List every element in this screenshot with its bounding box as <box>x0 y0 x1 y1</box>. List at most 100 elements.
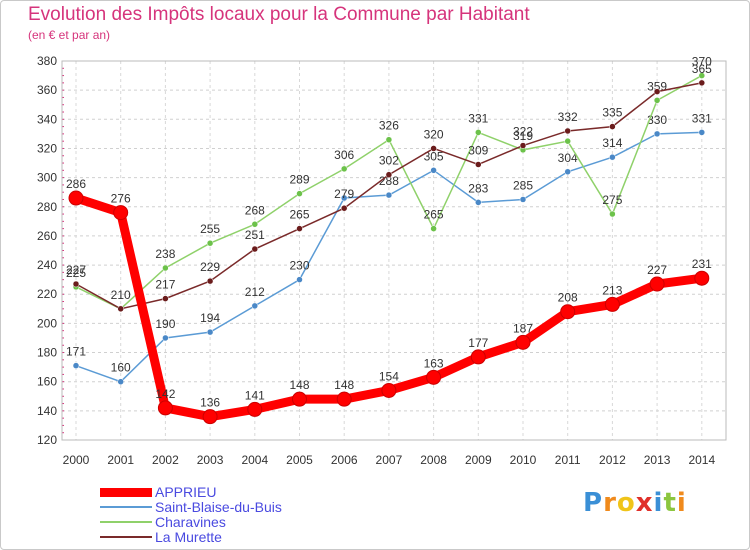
data-label-charavines: 326 <box>379 119 399 133</box>
data-label-apprieu: 187 <box>513 321 533 335</box>
data-point-la-murette <box>296 225 303 232</box>
data-label-la-murette: 217 <box>155 278 175 292</box>
logo-letter: i <box>653 488 664 518</box>
x-tick-label: 2010 <box>510 453 537 467</box>
data-point-apprieu <box>604 296 620 312</box>
data-label-charavines: 265 <box>424 208 444 222</box>
logo-letter: r <box>603 488 617 518</box>
data-point-charavines <box>340 165 348 173</box>
data-label-saint-blaise-du-buis: 330 <box>647 113 667 127</box>
data-point-saint-blaise-du-buis <box>251 302 259 310</box>
data-point-la-murette <box>206 277 214 285</box>
data-label-la-murette: 279 <box>334 187 354 201</box>
data-point-charavines <box>609 210 616 218</box>
data-label-la-murette: 210 <box>111 288 131 302</box>
logo-letter: t <box>663 488 677 518</box>
y-tick-label: 240 <box>37 258 57 272</box>
data-label-charavines: 306 <box>334 148 354 162</box>
data-label-saint-blaise-du-buis: 314 <box>602 136 622 150</box>
y-tick-label: 340 <box>37 112 57 126</box>
plot-border <box>61 60 727 441</box>
legend-label: Charavines <box>155 514 226 530</box>
data-label-la-murette: 302 <box>379 154 399 168</box>
legend-label: APPRIEU <box>155 484 217 500</box>
data-point-la-murette <box>72 280 80 288</box>
data-label-apprieu: 148 <box>334 378 354 392</box>
data-point-charavines <box>564 137 571 145</box>
data-point-apprieu <box>292 391 307 407</box>
data-label-la-murette: 227 <box>66 263 86 277</box>
data-point-saint-blaise-du-buis <box>519 196 527 203</box>
logo-letter: P <box>583 488 604 518</box>
data-label-la-murette: 332 <box>558 110 578 124</box>
data-label-saint-blaise-du-buis: 230 <box>289 259 309 273</box>
x-tick-label: 2000 <box>63 453 90 467</box>
data-point-la-murette <box>117 305 124 313</box>
y-tick-label: 280 <box>37 200 57 214</box>
data-point-apprieu <box>202 409 218 425</box>
data-label-apprieu: 141 <box>245 388 265 402</box>
data-label-apprieu: 213 <box>602 283 622 297</box>
data-label-charavines: 289 <box>289 173 309 187</box>
data-point-apprieu <box>68 190 84 206</box>
data-point-apprieu <box>113 205 129 221</box>
x-tick-label: 2007 <box>376 453 403 467</box>
data-point-charavines <box>430 225 437 232</box>
data-point-apprieu <box>470 349 486 365</box>
data-label-la-murette: 322 <box>513 125 533 139</box>
data-point-saint-blaise-du-buis <box>430 167 437 174</box>
data-label-apprieu: 276 <box>111 192 131 206</box>
y-tick-label: 360 <box>37 83 57 97</box>
legend-swatch-saint-blaise <box>100 506 152 508</box>
data-point-la-murette <box>475 161 482 168</box>
x-tick-label: 2011 <box>555 453 581 467</box>
data-point-saint-blaise-du-buis <box>72 362 80 369</box>
data-label-saint-blaise-du-buis: 305 <box>424 149 444 163</box>
data-label-charavines: 370 <box>692 55 712 69</box>
data-label-la-murette: 251 <box>245 228 265 242</box>
data-label-la-murette: 265 <box>289 208 309 222</box>
x-tick-label: 2002 <box>152 453 179 467</box>
y-tick-label: 180 <box>37 346 57 360</box>
data-point-charavines <box>653 97 661 104</box>
data-label-saint-blaise-du-buis: 285 <box>513 178 533 192</box>
data-label-saint-blaise-du-buis: 171 <box>66 345 86 359</box>
logo-letter: o <box>616 488 636 518</box>
data-point-saint-blaise-du-buis <box>609 153 616 161</box>
proxiti-logo: Proxiti <box>583 488 687 518</box>
data-label-apprieu: 154 <box>379 369 399 383</box>
data-point-apprieu <box>336 391 352 407</box>
legend-swatch-apprieu <box>100 488 152 497</box>
data-label-charavines: 268 <box>245 203 265 217</box>
y-tick-label: 120 <box>37 433 57 447</box>
x-tick-label: 2012 <box>599 453 626 467</box>
data-label-la-murette: 335 <box>602 106 622 120</box>
data-label-apprieu: 208 <box>558 291 578 305</box>
data-point-saint-blaise-du-buis <box>340 194 348 202</box>
data-point-saint-blaise-du-buis <box>564 168 571 176</box>
data-label-apprieu: 231 <box>692 257 712 271</box>
chart-subtitle: (en € et par an) <box>28 28 111 42</box>
y-tick-label: 320 <box>37 141 57 155</box>
data-label-apprieu: 148 <box>289 378 309 392</box>
data-point-la-murette <box>698 79 706 87</box>
legend-label: Saint-Blaise-du-Buis <box>155 499 282 515</box>
data-label-charavines: 275 <box>602 193 622 207</box>
data-label-apprieu: 227 <box>647 263 667 277</box>
data-label-apprieu: 142 <box>155 387 175 401</box>
data-label-saint-blaise-du-buis: 190 <box>155 317 175 331</box>
x-tick-label: 2009 <box>465 453 492 467</box>
data-label-charavines: 319 <box>513 129 533 143</box>
data-label-saint-blaise-du-buis: 212 <box>245 285 265 299</box>
data-point-la-murette <box>251 245 259 253</box>
data-label-charavines: 238 <box>155 247 175 261</box>
y-tick-label: 140 <box>37 404 57 418</box>
logo-letter: x <box>635 488 654 518</box>
data-point-apprieu <box>694 270 710 286</box>
line-chart: 120 140 160 180 200 220 240 260 280 300 320 340 360 3… <box>37 54 727 467</box>
x-tick-label: 2013 <box>644 453 671 467</box>
data-label-la-murette: 309 <box>468 143 488 157</box>
data-point-apprieu <box>515 334 531 350</box>
data-point-apprieu <box>381 382 397 398</box>
data-label-apprieu: 177 <box>468 336 488 350</box>
